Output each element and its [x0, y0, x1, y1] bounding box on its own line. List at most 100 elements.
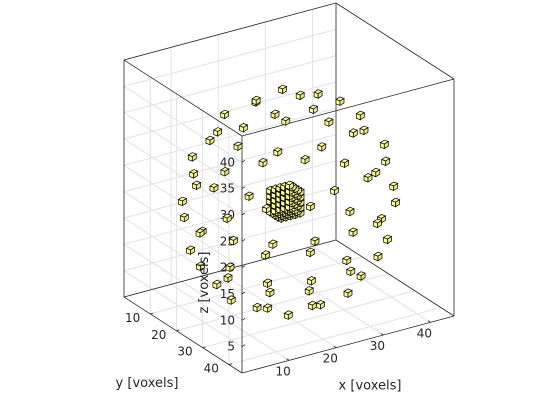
- x-tick-label: 10: [275, 364, 290, 378]
- data-point-cube: [261, 204, 272, 214]
- data-point-cube: [252, 302, 262, 313]
- grid-line: [123, 270, 243, 348]
- data-point-cube: [310, 236, 320, 247]
- data-point-cube: [205, 135, 215, 146]
- data-point-cube: [371, 167, 381, 178]
- data-point-cube: [225, 262, 235, 273]
- data-point-cube: [209, 183, 219, 193]
- data-point-cube: [317, 142, 327, 152]
- grid-line: [123, 107, 337, 166]
- data-point-cube: [262, 278, 273, 289]
- x-axis-label: x [voxels]: [339, 379, 402, 394]
- data-point-cube: [223, 273, 233, 283]
- data-point-cube: [265, 287, 275, 298]
- data-point-cube: [304, 286, 314, 296]
- data-point-cube: [195, 228, 205, 238]
- y-tick-mark: [202, 346, 206, 349]
- data-point-cube: [284, 180, 295, 191]
- data-point-cube: [273, 147, 283, 157]
- data-point-cube: [262, 303, 273, 313]
- data-markers: [177, 84, 401, 320]
- x-tick-label: 40: [417, 326, 432, 340]
- grid-line: [123, 243, 243, 321]
- data-point-cube: [195, 261, 206, 272]
- data-point-cube: [388, 181, 399, 192]
- data-point-cube: [228, 236, 239, 246]
- data-point-cube: [313, 89, 323, 99]
- grid-line: [123, 160, 337, 219]
- data-point-cube: [191, 180, 202, 191]
- y-tick-mark: [176, 329, 180, 332]
- data-point-cube: [315, 300, 326, 310]
- z-tick-mark: [241, 318, 246, 321]
- data-point-cube: [355, 110, 366, 121]
- z-tick-mark: [241, 186, 246, 189]
- data-point-cube: [187, 152, 198, 162]
- box-edge: [335, 2, 455, 80]
- data-point-cube: [379, 139, 390, 150]
- y-tick-mark: [150, 312, 154, 315]
- grid-line: [123, 217, 243, 295]
- data-point-cube: [268, 239, 278, 250]
- grid-line: [217, 271, 337, 349]
- data-point-cube: [372, 218, 383, 229]
- z-tick-mark: [241, 291, 246, 295]
- tick-labels: 1020304010203040510152025303540: [125, 155, 432, 378]
- grid-line: [123, 85, 243, 163]
- data-point-cube: [308, 104, 319, 115]
- box-edge: [335, 239, 455, 317]
- data-point-cube: [390, 197, 401, 208]
- z-tick-label: 10: [220, 313, 235, 327]
- grid-line: [123, 191, 243, 269]
- data-point-cube: [258, 158, 268, 168]
- data-point-cube: [348, 128, 359, 138]
- data-point-cube: [346, 266, 356, 277]
- grid-line: [312, 245, 431, 323]
- data-point-cube: [219, 109, 230, 120]
- grid-line: [228, 307, 442, 366]
- box-edge: [123, 59, 243, 137]
- z-axis-label: z [voxels]: [197, 251, 212, 313]
- y-axis-label: y [voxels]: [116, 376, 179, 391]
- data-point-cube: [343, 288, 353, 299]
- data-point-cube: [306, 276, 317, 286]
- z-tick-mark: [241, 160, 246, 163]
- x-tick-mark: [333, 345, 337, 349]
- y-tick-label: 40: [204, 362, 219, 376]
- grid-line: [123, 134, 337, 193]
- data-point-cube: [307, 300, 318, 311]
- data-point-cube: [339, 158, 350, 169]
- x-tick-mark: [427, 320, 431, 323]
- data-point-cube: [212, 279, 222, 290]
- grid-line: [170, 283, 290, 361]
- data-point-cube: [359, 125, 369, 136]
- data-point-cube: [281, 116, 291, 126]
- z-tick-label: 40: [220, 155, 235, 169]
- z-tick-mark: [241, 265, 246, 268]
- data-point-cube: [177, 196, 188, 207]
- grid-line: [123, 81, 337, 140]
- y-tick-label: 20: [151, 328, 166, 342]
- data-point-cube: [363, 173, 373, 183]
- z-tick-mark: [241, 344, 246, 347]
- x-tick-mark: [286, 358, 290, 361]
- data-point-cube: [300, 155, 310, 165]
- data-point-cube: [348, 227, 358, 238]
- x-tick-label: 30: [370, 339, 385, 353]
- data-point-cube: [222, 213, 232, 224]
- box-edge: [241, 78, 455, 137]
- data-point-cube: [244, 191, 254, 202]
- data-point-cube: [277, 84, 288, 95]
- grid-line: [176, 273, 389, 332]
- data-point-cube: [324, 117, 334, 127]
- data-point-cube: [251, 95, 261, 106]
- data-point-cube: [305, 247, 316, 258]
- y-tick-mark: [228, 363, 232, 365]
- data-point-cube: [220, 167, 230, 177]
- data-point-cube: [329, 185, 340, 196]
- data-point-cube: [295, 90, 305, 101]
- z-tick-label: 35: [220, 182, 235, 196]
- data-point-cube: [179, 212, 190, 223]
- grid-line: [265, 258, 384, 336]
